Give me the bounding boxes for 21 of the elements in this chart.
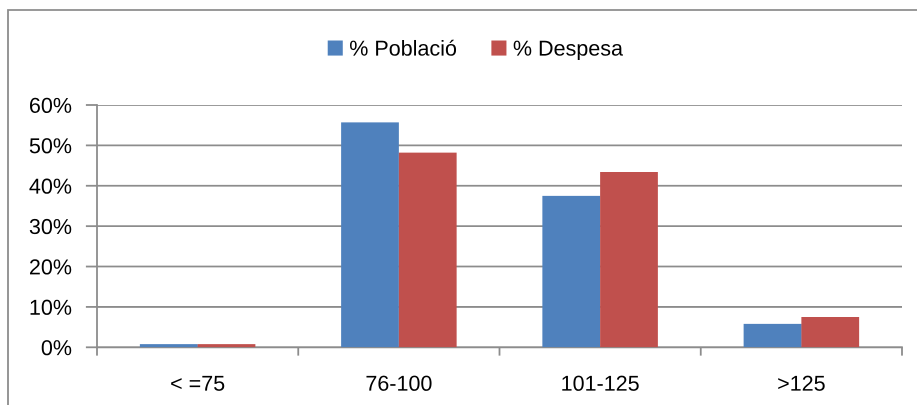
bar bbox=[398, 152, 457, 348]
y-tick-label: 30% bbox=[30, 218, 72, 234]
bar bbox=[341, 122, 399, 348]
x-tick-label: >125 bbox=[778, 376, 825, 391]
y-tick-label: 40% bbox=[29, 178, 72, 194]
x-tick-label: < =75 bbox=[171, 376, 224, 391]
bar bbox=[198, 344, 256, 348]
y-tick-label: 60% bbox=[30, 98, 72, 114]
bar bbox=[744, 324, 802, 348]
y-tick-label: 50% bbox=[30, 138, 72, 154]
bar bbox=[140, 344, 198, 348]
legend-label: % Població bbox=[350, 40, 456, 56]
y-tick-label: 10% bbox=[30, 300, 72, 315]
legend-label: % Despesa bbox=[514, 40, 623, 60]
x-tick-label: 101-125 bbox=[562, 376, 639, 391]
bar bbox=[600, 172, 658, 348]
y-tick-label: 0% bbox=[42, 340, 72, 356]
bar bbox=[801, 317, 860, 348]
x-tick-label: 76-100 bbox=[366, 376, 432, 391]
y-tick-label: 20% bbox=[30, 259, 72, 275]
bar bbox=[542, 196, 600, 348]
